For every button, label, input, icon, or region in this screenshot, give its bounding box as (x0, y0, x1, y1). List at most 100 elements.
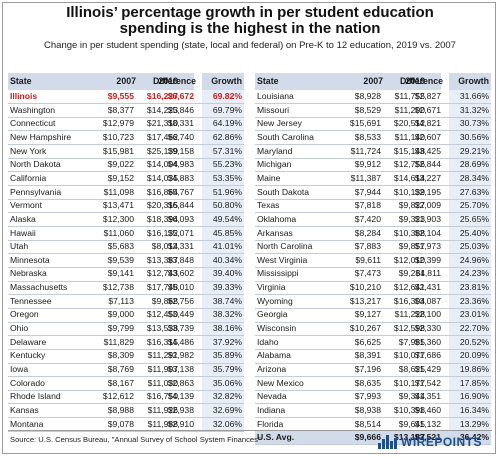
cell-value-2007: $8,309 (107, 350, 134, 361)
cell-difference: $2,330 (414, 323, 441, 334)
cell-value-2019: $14,035 (146, 172, 178, 183)
cell-growth: 16.90% (459, 391, 489, 402)
cell-value-2019: $16,864 (146, 186, 178, 197)
table-row: Georgia $9,127 $11,228 $2,100 23.01% (255, 308, 491, 322)
cell-state: South Carolina (257, 131, 314, 142)
cell-value-2019: $12,743 (146, 268, 178, 279)
cell-value-2019: $10,139 (393, 186, 425, 197)
cell-state: Michigan (257, 159, 292, 170)
cell-value-2019: $14,223 (146, 104, 178, 115)
cell-difference: $1,686 (414, 350, 441, 361)
cell-value-2019: $17,748 (146, 282, 178, 293)
cell-value-2019: $18,394 (146, 213, 178, 224)
right-header-band (255, 73, 441, 90)
cell-growth: 40.34% (212, 254, 242, 265)
cell-value-2019: $10,388 (393, 227, 425, 238)
left-row-divider (8, 198, 244, 200)
cell-value-2007: $15,981 (102, 145, 134, 156)
cell-value-2007: $9,611 (355, 254, 381, 265)
left-row-divider (8, 226, 244, 227)
left-header-band (8, 73, 194, 90)
left-header-growth-band (202, 73, 244, 90)
cell-state: Missouri (257, 104, 289, 115)
left-row-divider (8, 266, 244, 268)
cell-state: Washington (10, 104, 56, 115)
cell-growth: 23.36% (459, 295, 489, 306)
cell-difference: $2,844 (414, 159, 441, 170)
right-row-divider (255, 403, 491, 405)
cell-state: Maryland (257, 145, 293, 156)
chart-title-text: Illinois’ percentage growth in per stude… (66, 4, 434, 37)
cell-growth: 38.74% (212, 295, 242, 306)
left-row-divider (8, 321, 244, 323)
left-row-divider (8, 348, 244, 350)
cell-value-2019: $21,310 (146, 118, 178, 129)
cell-value-2007: $8,635 (354, 377, 381, 388)
left-row-divider (8, 144, 244, 146)
cell-value-2019: $11,988 (147, 418, 178, 429)
cell-value-2007: $9,078 (107, 418, 134, 429)
cell-state: Iowa (10, 364, 29, 374)
cell-state: Indiana (257, 404, 286, 415)
cell-growth: 39.33% (212, 282, 242, 293)
cell-difference: $3,602 (167, 268, 194, 279)
cell-value-2019: $9,868 (151, 295, 178, 306)
table-row: South Carolina $8,533 $11,140 $2,607 30.56% (255, 131, 491, 145)
cell-value-2007: $8,514 (354, 418, 381, 429)
table-row: Pennsylvania $11,098 $16,864 $5,767 51.96% (8, 186, 244, 200)
cell-state: Arkansas (257, 227, 293, 238)
cell-value-2019: $12,598 (393, 323, 425, 334)
cell-state: Minnesota (10, 254, 50, 265)
cell-state: Pennsylvania (10, 186, 62, 197)
table-row: Oklahoma $7,420 $9,323 $1,903 25.65% (255, 213, 491, 227)
left-row-divider (8, 294, 244, 296)
cell-value-2019: $8,625 (398, 364, 425, 374)
cell-value-2019: $11,755 (394, 91, 425, 101)
cell-value-2019: $9,827 (398, 200, 425, 211)
cell-value-2007: $9,152 (107, 172, 134, 183)
left-row-divider (8, 430, 244, 432)
cell-growth: 55.23% (212, 159, 242, 170)
table-row: Illinois $9,555 $16,227 $6,672 69.82% (8, 90, 244, 104)
average-growth: 36.42% (459, 432, 489, 443)
table-row: Hawaii $11,060 $16,132 $5,071 45.85% (8, 227, 244, 241)
cell-growth: 37.92% (212, 336, 242, 347)
cell-state: Florida (257, 418, 284, 429)
table-row: Montana $9,078 $11,988 $2,910 32.06% (8, 418, 244, 432)
cell-difference: $2,607 (414, 131, 441, 142)
cell-value-2007: $11,098 (103, 186, 134, 197)
left-row-divider (8, 103, 244, 105)
cell-difference: $6,740 (167, 131, 194, 142)
cell-difference: $6,844 (167, 200, 194, 211)
cell-difference: $3,425 (414, 145, 441, 156)
cell-difference: $5,767 (167, 186, 194, 197)
cell-difference: $5,010 (167, 282, 194, 293)
cell-value-2019: $11,200 (394, 104, 425, 115)
cell-value-2019: $13,538 (146, 323, 178, 334)
cell-state: Hawaii (10, 227, 36, 238)
logo-text: WIREPOINTS (401, 435, 483, 449)
cell-difference: $2,756 (167, 295, 194, 306)
cell-growth: 32.82% (212, 391, 242, 402)
right-row-divider (255, 198, 491, 200)
cell-growth: 35.79% (212, 364, 242, 374)
cell-state: Rhode Island (10, 391, 61, 402)
table-row: Nevada $7,993 $9,344 $1,351 16.90% (255, 390, 491, 404)
cell-value-2007: $7,993 (354, 391, 381, 402)
cell-value-2019: $9,645 (398, 418, 425, 429)
cell-growth: 31.66% (459, 91, 489, 101)
right-row-divider (255, 239, 491, 241)
cell-growth: 57.31% (212, 145, 242, 156)
cell-value-2007: $7,944 (354, 186, 381, 197)
right-row-divider (255, 226, 491, 227)
cell-difference: $4,486 (167, 336, 194, 347)
table-row: Maryland $11,724 $15,148 $3,425 29.21% (255, 145, 491, 159)
table-row: North Dakota $9,022 $14,004 $4,983 55.23% (8, 158, 244, 172)
cell-value-2019: $15,148 (393, 145, 425, 156)
cell-difference: $2,938 (167, 404, 194, 415)
cell-state: New Mexico (257, 377, 304, 388)
table-row: Iowa $8,769 $11,907 $3,138 35.79% (8, 363, 244, 377)
cell-growth: 41.01% (212, 241, 242, 252)
cell-growth: 29.21% (459, 145, 489, 156)
right-row-divider (255, 103, 491, 105)
